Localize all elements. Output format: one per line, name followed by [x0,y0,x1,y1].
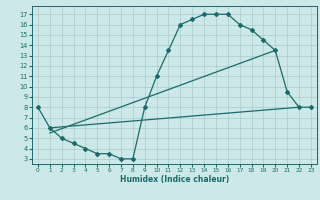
X-axis label: Humidex (Indice chaleur): Humidex (Indice chaleur) [120,175,229,184]
